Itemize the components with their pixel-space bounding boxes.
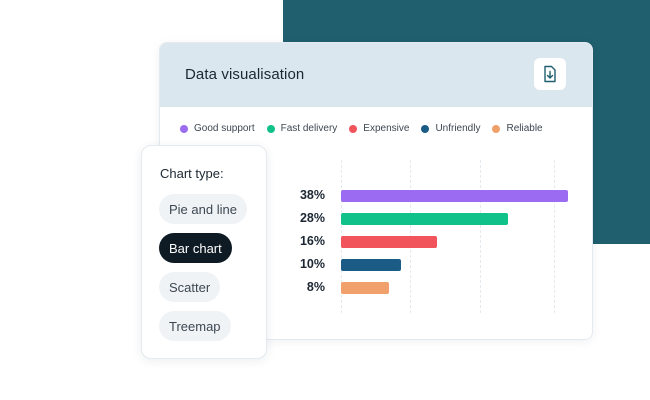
- card-title: Data visualisation: [185, 66, 305, 83]
- bar-value-label: 8%: [306, 280, 325, 294]
- data-visualisation-card: Data visualisation Good support Fast del…: [159, 42, 593, 340]
- legend-label: Unfriendly: [435, 123, 481, 134]
- legend-item[interactable]: Expensive: [349, 123, 409, 134]
- card-header: Data visualisation: [160, 43, 592, 107]
- legend-label: Reliable: [506, 123, 543, 134]
- chart-option-scatter[interactable]: Scatter: [159, 272, 221, 302]
- legend-label: Good support: [194, 123, 255, 134]
- chart-type-title: Chart type:: [160, 166, 224, 181]
- bar-reliable[interactable]: [341, 282, 389, 294]
- chart-type-panel: Chart type: Pie and line Bar chart Scatt…: [141, 145, 267, 359]
- chart-option-bar-chart[interactable]: Bar chart: [159, 233, 232, 263]
- bar-unfriendly[interactable]: [341, 259, 401, 271]
- legend-dot: [492, 124, 501, 133]
- bar-fast-delivery[interactable]: [341, 213, 509, 225]
- legend-item[interactable]: Fast delivery: [266, 123, 338, 134]
- legend-dot: [266, 124, 275, 133]
- legend-label: Fast delivery: [280, 123, 338, 134]
- legend-item[interactable]: Unfriendly: [421, 123, 480, 134]
- legend-dot: [180, 124, 188, 133]
- bar-value-label: 16%: [299, 234, 325, 248]
- chart-legend: Good support Fast delivery Expensive Unf…: [180, 123, 543, 134]
- bar-expensive[interactable]: [341, 236, 437, 248]
- bar-good-support[interactable]: [341, 190, 568, 202]
- bar-value-label: 28%: [299, 211, 325, 225]
- chart-option-pie-and-line[interactable]: Pie and line: [159, 194, 247, 224]
- legend-label: Expensive: [363, 123, 410, 134]
- legend-dot: [349, 124, 358, 133]
- legend-item[interactable]: Reliable: [492, 123, 543, 134]
- bar-value-label: 38%: [299, 188, 325, 202]
- file-download-icon: [544, 65, 556, 83]
- legend-item[interactable]: Good support: [180, 123, 255, 134]
- download-button[interactable]: [534, 58, 566, 90]
- legend-dot: [421, 124, 430, 133]
- grid-line: [554, 160, 555, 313]
- grid-line: [480, 160, 481, 313]
- chart-option-treemap[interactable]: Treemap: [159, 311, 231, 341]
- bar-value-label: 10%: [299, 257, 325, 271]
